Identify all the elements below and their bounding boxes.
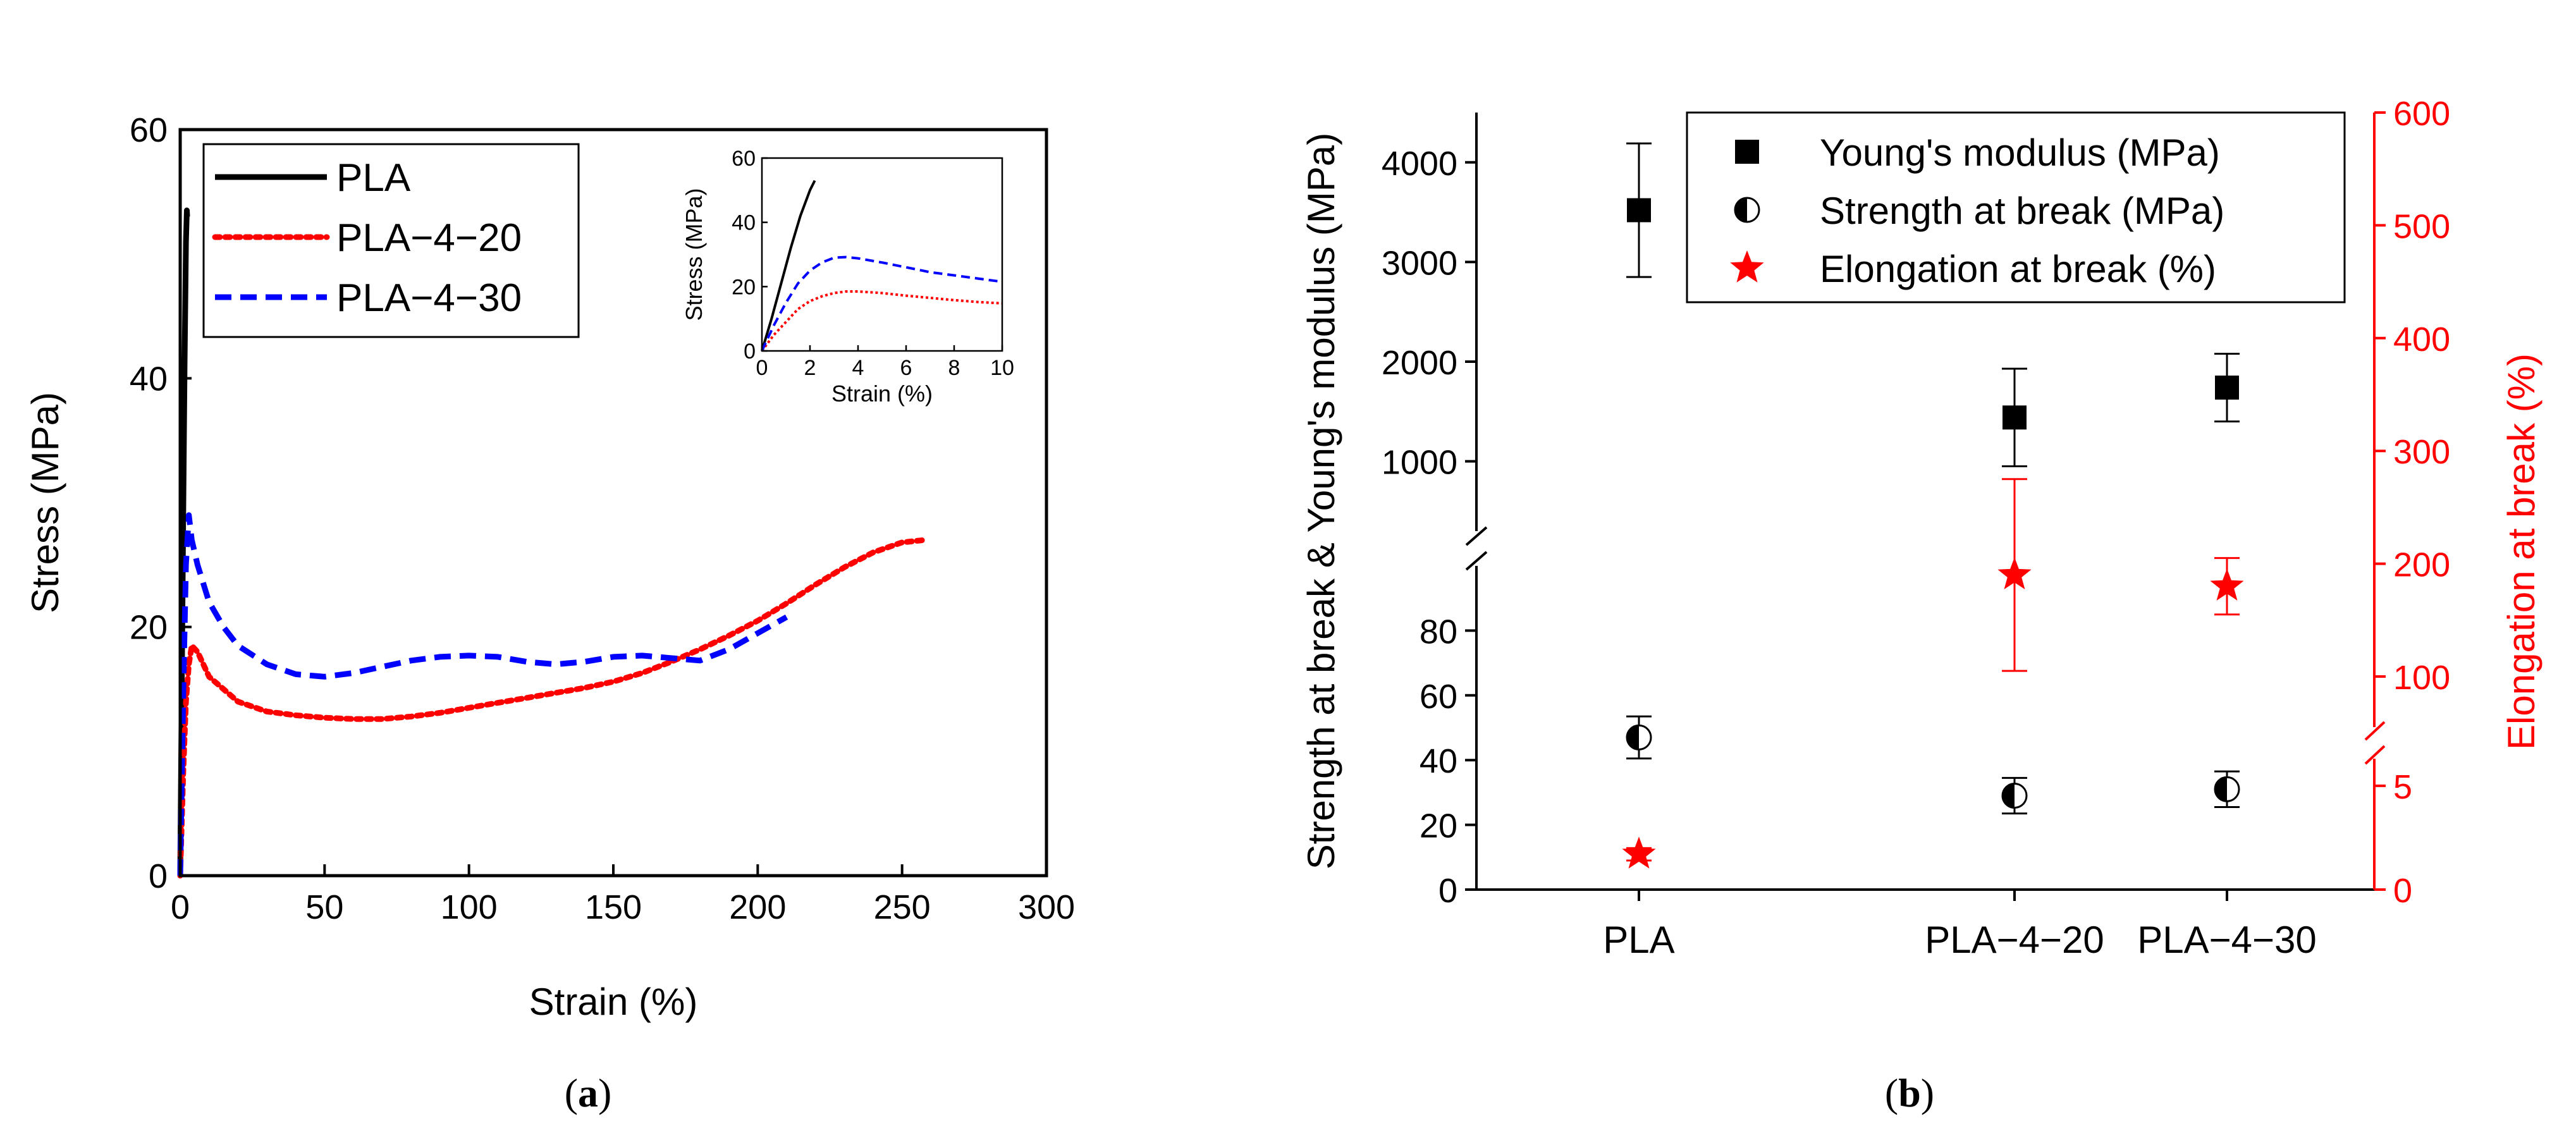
- panel-b-left-tick-label: 80: [1420, 613, 1457, 651]
- panel-a-x-tick-label: 100: [441, 888, 498, 926]
- panel-a-inset-series-pla-4-30: [761, 255, 1003, 352]
- panel-b-left-tick-label: 3000: [1382, 244, 1457, 282]
- panel-b-left-tick-label: 2000: [1382, 344, 1457, 382]
- panel-b-left-tick-label: 0: [1438, 872, 1457, 910]
- panel-a-series-pla-4-30: [177, 512, 788, 876]
- panel-b-strength-point-fill: [2003, 783, 2015, 808]
- panel-a-y-tick-label: 40: [130, 360, 168, 398]
- panel-a-inset-x-tick-label: 8: [948, 356, 960, 380]
- panel-b-right-axis-break: [2364, 745, 2386, 765]
- panel-b-left-axis-break: [1465, 551, 1488, 571]
- panel-b-legend-marker: [1730, 250, 1764, 283]
- panel-a-letter: a: [578, 1070, 598, 1115]
- panel-a-inset-chart: 0 2 4 6 8 10 0 20 40 60 Strain (%) Stress (MPa): [670, 139, 1021, 411]
- panel-a-inset-x-tick-label: 10: [990, 356, 1014, 380]
- panel-b-elongation-point: [2210, 568, 2244, 601]
- panel-a-inset-y-axis-label: Stress (MPa): [681, 188, 707, 321]
- panel-b-left-tick-label: 4000: [1382, 145, 1457, 183]
- panel-b-right-tick-label: 500: [2393, 207, 2450, 245]
- panel-b-x-tick-label: PLA: [1603, 919, 1674, 961]
- panel-a-y-tick-label: 0: [149, 857, 168, 895]
- panel-b-right-tick-label: 5: [2393, 768, 2412, 806]
- panel-b-legend-label: Young's modulus (MPa): [1820, 132, 2220, 174]
- panel-a-caption: (a): [565, 1070, 612, 1115]
- panel-b-left-tick-label: 1000: [1382, 444, 1457, 482]
- panel-a-x-tick-label: 0: [171, 888, 190, 926]
- panel-a-inset-x-tick-label: 2: [804, 356, 816, 380]
- panel-b-modulus-point: [2215, 376, 2239, 400]
- panel-b-legend-label: Strength at break (MPa): [1820, 190, 2224, 232]
- panel-b-x-tick-label: PLA−4−30: [2137, 919, 2317, 961]
- panel-b-right-tick-label: 200: [2393, 546, 2450, 584]
- panel-b-elongation-point: [1997, 557, 2032, 590]
- panel-a-series-pla-4-20: [177, 537, 928, 879]
- panel-a-x-axis-label: Strain (%): [529, 981, 698, 1023]
- panel-b-right-tick-label: 600: [2393, 95, 2450, 133]
- panel-b-x-tick-label: PLA−4−20: [1925, 919, 2104, 961]
- panel-a-inset-frame: [761, 157, 1003, 352]
- panel-b-modulus-point: [1627, 198, 1651, 223]
- panel-a-inset-y-tick-label: 20: [732, 275, 756, 299]
- panel-a-x-tick-label: 250: [874, 888, 931, 926]
- panel-a-y-tick-label: 20: [130, 609, 168, 647]
- panel-a-inset-series-pla: [761, 180, 816, 352]
- panel-b-left-axis-break: [1465, 526, 1488, 546]
- panel-a-inset-x-axis-label: Strain (%): [831, 381, 933, 407]
- panel-b-legend-label: Elongation at break (%): [1820, 248, 2216, 290]
- panel-a-inset-y-tick-label: 0: [744, 340, 756, 364]
- panel-a-x-tick-label: 200: [729, 888, 786, 926]
- panel-a-legend-label: PLA−4−30: [336, 276, 522, 320]
- panel-a-inset-y-tick-label: 40: [732, 211, 756, 235]
- panel-b-right-tick-label: 300: [2393, 433, 2450, 471]
- panel-b-legend: Young's modulus (MPa) Strength at break (…: [1686, 111, 2346, 303]
- panel-a-inset-x-tick-label: 4: [852, 356, 864, 380]
- panel-b-right-tick-label: 0: [2393, 872, 2412, 910]
- panel-b-left-axis-label: Strength at break & Young's modulus (MPa…: [1300, 133, 1342, 869]
- panel-b-right-tick-label: 100: [2393, 659, 2450, 697]
- panel-b-legend-box: [1686, 111, 2346, 303]
- panel-b-strength-point-fill: [1627, 725, 1639, 750]
- panel-a-y-tick-label: 60: [130, 111, 168, 149]
- panel-b-left-tick-label: 40: [1420, 742, 1457, 780]
- panel-a-inset-series-pla-4-20: [761, 290, 1003, 352]
- panel-b-letter: b: [1898, 1070, 1921, 1115]
- panel-b-strength-point-fill: [2215, 777, 2227, 802]
- panel-b-left-tick-label: 20: [1420, 807, 1457, 845]
- panel-b-elongation-point: [1622, 836, 1656, 869]
- panel-b-modulus-point: [2003, 405, 2027, 430]
- panel-b-properties-chart: 1000 2000 3000 4000 0 20 40 60 80 100 200 300 400 500…: [1300, 95, 2542, 961]
- panel-a-inset-background: [670, 139, 1021, 411]
- panel-a-x-tick-label: 50: [305, 888, 343, 926]
- panel-b-right-tick-label: 400: [2393, 321, 2450, 358]
- panel-b-right-axis-break: [2364, 721, 2386, 741]
- panel-b-legend-marker-fill: [1735, 198, 1747, 222]
- panel-a-legend-label: PLA: [336, 156, 411, 200]
- panel-b-caption: (b): [1885, 1070, 1934, 1115]
- panel-a-inset-x-tick-label: 6: [900, 356, 912, 380]
- panel-a-inset-y-tick-label: 60: [732, 147, 756, 171]
- panel-b-legend-marker: [1735, 140, 1759, 164]
- panel-b-left-tick-label: 60: [1420, 678, 1457, 716]
- panel-a-x-tick-label: 300: [1018, 888, 1075, 926]
- panel-a-legend: PLA PLA−4−20 PLA−4−30: [202, 143, 580, 338]
- panel-a-legend-label: PLA−4−20: [336, 216, 522, 260]
- panel-a-y-axis-label: Stress (MPa): [24, 392, 66, 613]
- panel-a-inset-x-tick-label: 0: [756, 356, 768, 380]
- panel-a-x-tick-label: 150: [585, 888, 642, 926]
- panel-b-right-axis-label: Elongation at break (%): [2500, 353, 2542, 750]
